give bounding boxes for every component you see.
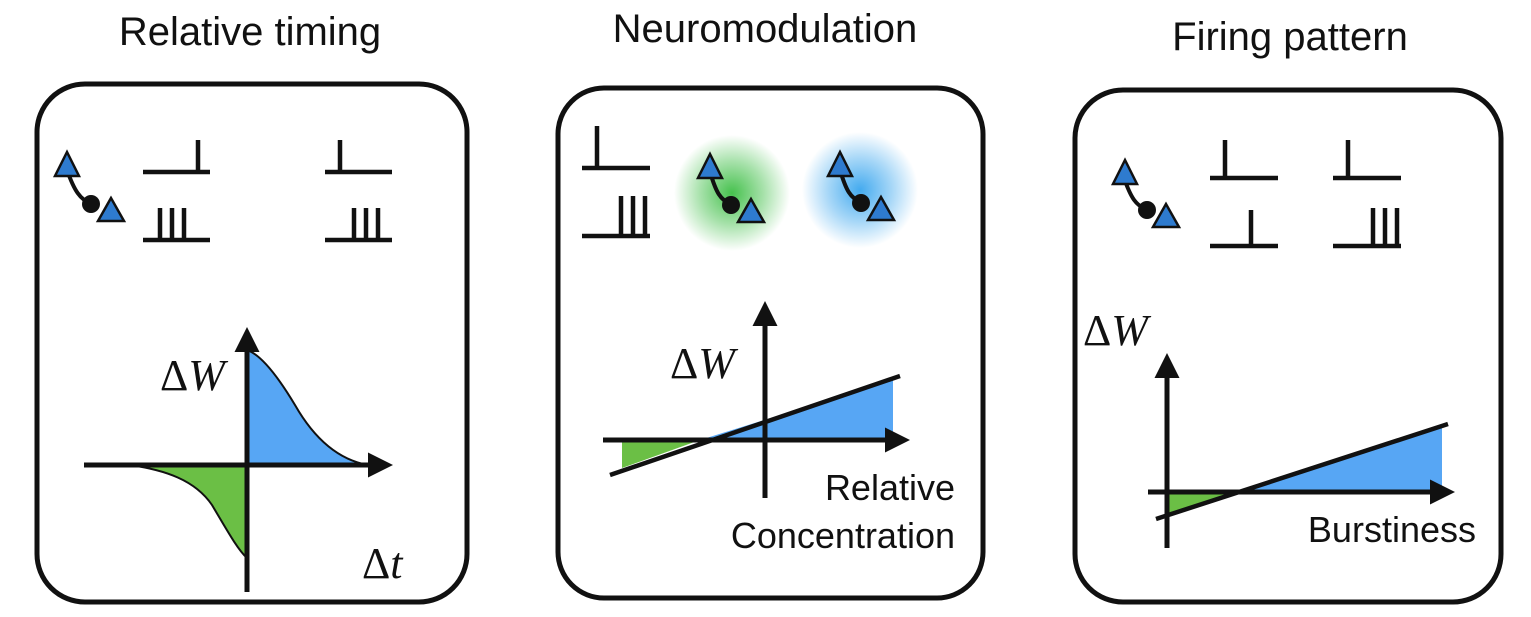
neuromodulator-glow-icon (802, 132, 918, 248)
potentiation-curve (246, 349, 369, 466)
spike-train-icon (1333, 208, 1401, 249)
single-spike-icon (1333, 140, 1401, 181)
rule-line (609, 373, 901, 478)
neuromodulation-plot: ΔW Relative Concentration (603, 301, 955, 556)
neuron-pair-icon (1110, 157, 1182, 229)
x-axis-label-line2: Concentration (731, 515, 955, 556)
panel-firing-pattern: Firing pattern ΔW (1072, 15, 1504, 605)
panel-title: Relative timing (119, 10, 381, 54)
panel-neuromodulation: Neuromodulation (555, 7, 986, 601)
panel-title: Firing pattern (1172, 15, 1408, 59)
neuron-pair-icon (52, 149, 127, 223)
spike-train-icon (582, 196, 650, 239)
y-axis-label: ΔW (1083, 306, 1151, 355)
x-axis-label: Δt (362, 539, 404, 588)
rule-line (1155, 421, 1449, 522)
single-spike-icon (325, 140, 392, 175)
neuromodulator-glow-icon (674, 135, 790, 251)
panel-frame (34, 81, 470, 605)
depression-area (622, 440, 700, 468)
spike-train-icon (143, 208, 210, 243)
stdp-plot: ΔW Δt (84, 327, 404, 592)
x-axis-label-line1: Relative (825, 467, 955, 508)
depression-curve (129, 464, 248, 559)
y-axis-label: ΔW (670, 339, 738, 388)
firing-pattern-plot: ΔW Burstiness (1083, 306, 1476, 550)
single-spike-icon (582, 126, 650, 171)
single-spike-icon (143, 140, 210, 175)
y-axis-label: ΔW (160, 351, 228, 400)
panel-relative-timing: Relative timing (34, 10, 470, 605)
depression-area (130, 465, 247, 558)
single-spike-icon (1210, 210, 1278, 249)
panel-title: Neuromodulation (613, 7, 918, 51)
single-spike-icon (1210, 140, 1278, 181)
x-axis-label: Burstiness (1308, 509, 1476, 550)
spike-train-icon (325, 208, 392, 243)
